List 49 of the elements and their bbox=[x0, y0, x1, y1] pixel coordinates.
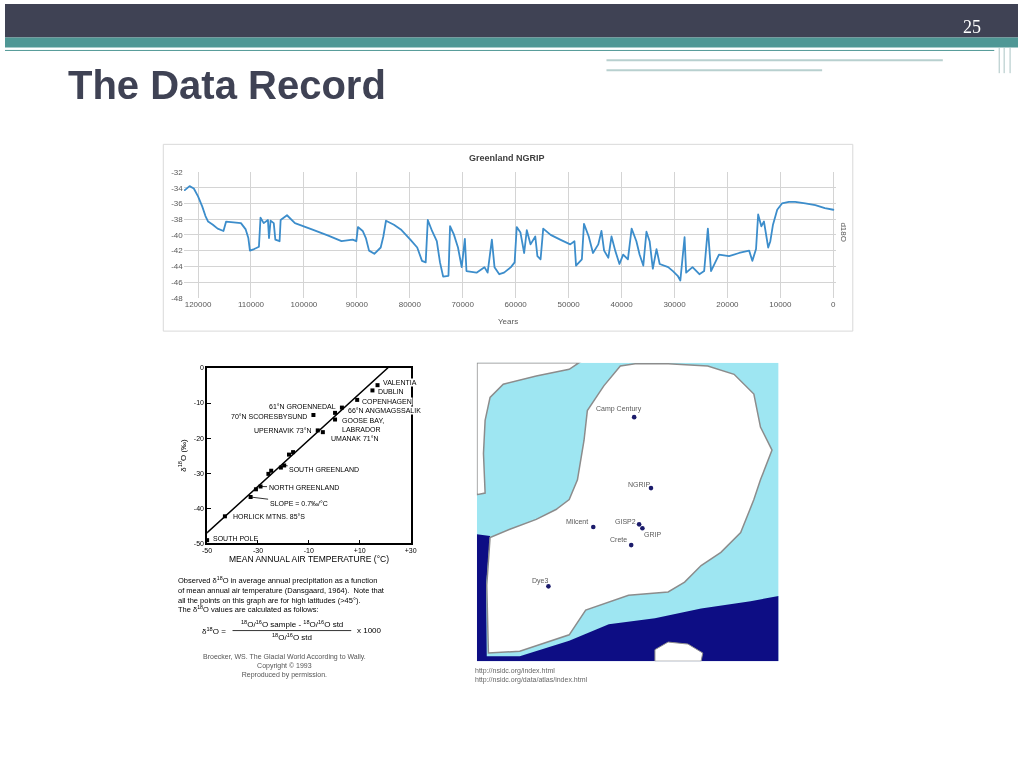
x-tick-label: 110000 bbox=[237, 299, 265, 309]
line-series bbox=[183, 185, 835, 282]
point bbox=[320, 430, 325, 435]
chart-title: Greenland NGRIP bbox=[469, 153, 545, 163]
x-tick-label: 80000 bbox=[398, 299, 422, 309]
text: The Data Record bbox=[68, 63, 386, 107]
point bbox=[370, 388, 375, 393]
x-tick-label: 50000 bbox=[557, 299, 581, 309]
y-tick-label: -46 bbox=[171, 277, 184, 287]
point bbox=[375, 383, 380, 388]
y-tick-label: -34 bbox=[171, 183, 184, 193]
point bbox=[333, 417, 338, 422]
y-axis-title: d18O bbox=[839, 222, 849, 242]
point bbox=[222, 514, 227, 519]
text: 25 bbox=[963, 17, 981, 37]
y-tick-label: -36 bbox=[171, 199, 184, 209]
text: x 1000 bbox=[357, 626, 382, 635]
point bbox=[266, 471, 271, 476]
text: $^{18}$O/$^{16}$O sample - $^{18}$O/$^{16}$O std bbox=[241, 619, 344, 630]
point bbox=[253, 487, 258, 492]
point bbox=[278, 465, 283, 470]
y-tick-label: -38 bbox=[171, 214, 184, 224]
x-axis-title: Years bbox=[498, 317, 519, 326]
point bbox=[315, 428, 320, 433]
point bbox=[291, 450, 296, 455]
y-tick-label: -40 bbox=[171, 230, 184, 240]
x-tick-label: 40000 bbox=[610, 299, 634, 309]
point bbox=[287, 452, 292, 457]
x-axis-title: MEAN ANNUAL AIR TEMPERATURE (°C) bbox=[229, 554, 390, 564]
point bbox=[339, 405, 344, 410]
x-tick-label: 60000 bbox=[504, 299, 528, 309]
x-tick-label: 90000 bbox=[345, 299, 369, 309]
x-tick-label: 120000 bbox=[184, 299, 212, 309]
point bbox=[269, 468, 274, 473]
x-tick-label: 100000 bbox=[290, 299, 318, 309]
x-tick-label: 10000 bbox=[769, 299, 793, 309]
text: $^{18}$O/$^{16}$O std bbox=[272, 632, 313, 643]
y-tick-label: -48 bbox=[171, 293, 184, 303]
x-tick-label: 0 bbox=[831, 299, 837, 309]
x-tick-label: 20000 bbox=[716, 299, 740, 309]
point bbox=[311, 412, 316, 417]
x-tick-label: 70000 bbox=[451, 299, 475, 309]
y-tick-label: -32 bbox=[171, 167, 184, 177]
y-tick-label: -42 bbox=[171, 246, 184, 256]
x-tick-label: 30000 bbox=[663, 299, 687, 309]
point bbox=[355, 397, 360, 402]
y-tick-label: -44 bbox=[171, 262, 184, 272]
point bbox=[333, 410, 338, 415]
text: δ$^{18}$O = bbox=[202, 626, 227, 637]
